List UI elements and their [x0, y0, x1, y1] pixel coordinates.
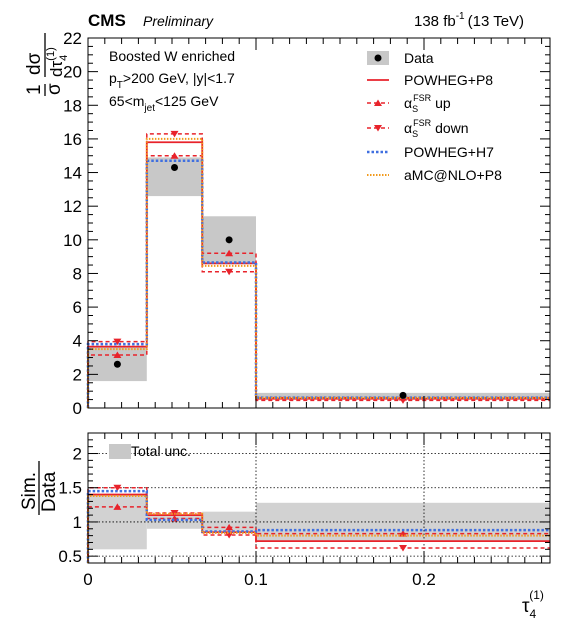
main-triangle-up-marker — [113, 351, 122, 359]
main-triangle-down-marker — [399, 397, 407, 404]
legend-entry-total-unc: Total unc. — [109, 443, 191, 459]
legend-entry-amc: aMC@NLO+P8 — [367, 167, 502, 183]
ratio-triangle-down-marker — [399, 544, 407, 552]
svg-text:Data: Data — [404, 50, 434, 66]
y-tick-label: 4 — [73, 332, 82, 351]
y-tick-label: 14 — [63, 164, 82, 183]
svg-text:Total unc.: Total unc. — [131, 443, 191, 459]
main-uncertainty-bands — [88, 157, 550, 398]
legend-entry-powheg-p8: POWHEG+P8 — [367, 72, 493, 88]
data-point — [113, 360, 121, 368]
data-unc-band-bin-1 — [146, 157, 203, 197]
ratio-series-line-4 — [87, 494, 550, 563]
legend-entry-fsr-up: αSFSR up — [367, 93, 451, 114]
ratio-triangle-up-marker — [225, 523, 234, 531]
y-axis-label: 1 σ dσ dτ4(1) — [24, 33, 70, 96]
cms-label: CMS — [88, 11, 126, 30]
svg-text:aMC@NLO+P8: aMC@NLO+P8 — [404, 167, 502, 183]
x-tick-label: 0.1 — [244, 570, 268, 589]
preliminary-label: Preliminary — [143, 13, 214, 29]
y-tick-label: 1.5 — [58, 479, 82, 498]
y-tick-label: 18 — [63, 96, 82, 115]
svg-text:POWHEG+P8: POWHEG+P8 — [404, 72, 493, 88]
main-triangle-up-marker — [225, 249, 234, 257]
selection-line-3: 65<mjet<125 GeV — [109, 93, 219, 114]
main-triangle-down-marker — [170, 130, 179, 138]
ratio-axes-frame — [87, 432, 551, 564]
data-point — [399, 391, 407, 399]
y-tick-label: 2 — [73, 365, 82, 384]
ratio-series-line-3 — [86, 489, 550, 563]
ratio-triangle-down-marker — [113, 484, 122, 492]
svg-text:dσ: dσ — [24, 52, 45, 75]
lumi-exponent: -1 — [456, 11, 465, 22]
legend-total-unc-swatch — [109, 444, 131, 459]
main-triangle-up-marker — [170, 152, 179, 159]
ratio-series-line-2 — [87, 486, 550, 563]
lumi-value: 138 fb — [414, 13, 456, 30]
svg-text:σ: σ — [44, 83, 65, 95]
svg-text:Sim.: Sim. — [19, 472, 40, 510]
energy-label: (13 TeV) — [468, 13, 524, 30]
legend-entry-data: Data — [367, 50, 434, 66]
main-series-group — [86, 130, 550, 408]
x-axis-label: τ4(1) — [522, 588, 544, 621]
svg-text:POWHEG+H7: POWHEG+H7 — [404, 144, 494, 160]
svg-text:1: 1 — [24, 84, 45, 95]
y-tick-label: 22 — [63, 29, 82, 48]
svg-text:dτ4(1): dτ4(1) — [45, 47, 70, 77]
y-tick-label: 10 — [63, 231, 82, 250]
legend-triangle-up-marker — [374, 99, 382, 106]
legend-data-marker — [374, 54, 382, 62]
legend-triangle-down-marker — [374, 125, 382, 132]
main-series-line-4 — [87, 137, 550, 408]
y-tick-label: 0.5 — [58, 547, 82, 566]
y-tick-label: 6 — [73, 298, 82, 317]
ratio-series-line-0 — [87, 493, 550, 563]
lumi-label: 138 fb-1 (13 TeV) — [414, 11, 524, 30]
ratio-frame: 0.5 1 1.5 2 0 0.1 0.2 — [58, 432, 551, 589]
x-tick-label: 0 — [83, 570, 92, 589]
y-tick-label: 12 — [63, 197, 82, 216]
main-triangle-down-marker — [225, 268, 234, 276]
legend: Data POWHEG+P8 αSFSR up αSFSR down POWHEG+… — [367, 50, 502, 183]
main-series-line-3 — [86, 159, 550, 408]
data-point — [171, 164, 179, 171]
y-tick-label: 1 — [73, 513, 82, 532]
main-frame: 0 2 4 6 8 10 12 14 16 18 20 22 — [63, 29, 551, 418]
ratio-triangle-up-marker — [113, 503, 122, 510]
legend-entry-powheg-h7: POWHEG+H7 — [367, 144, 494, 160]
ratio-series-group — [86, 484, 550, 563]
total-unc-band-bin-2 — [202, 511, 256, 531]
selection-line-1: Boosted W enriched — [109, 48, 235, 64]
legend-entry-fsr-down: αSFSR down — [367, 118, 469, 139]
y-tick-label: 2 — [73, 445, 82, 464]
selection-line-2: pT>200 GeV, |y|<1.7 — [109, 70, 235, 91]
svg-text:Data: Data — [39, 471, 60, 512]
ratio-y-axis-label: Sim. Data — [19, 461, 60, 515]
data-point — [225, 236, 233, 244]
y-tick-label: 8 — [73, 264, 82, 283]
main-triangle-down-marker — [113, 338, 122, 346]
y-tick-label: 20 — [63, 63, 82, 82]
y-tick-label: 0 — [73, 399, 82, 418]
x-tick-label: 0.2 — [412, 570, 436, 589]
y-tick-label: 16 — [63, 130, 82, 149]
